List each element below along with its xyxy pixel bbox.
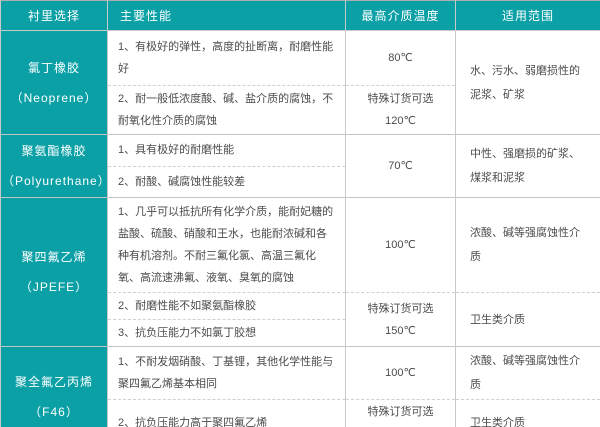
header-max-medium-temperature: 最高介质温度 [345, 0, 456, 31]
table-row: 3、抗负压能力不如氯丁胶想 [1, 319, 600, 347]
table-row: 聚四氟乙烯 （JPEFE） 1、几乎可以抵抗所有化学介质，能耐妃糖的盐酸、硫酸、… [0, 197, 600, 347]
performance-cell: 2、耐酸、碱腐蚀性能较差 [107, 165, 346, 198]
temperature-value: 80℃ [388, 52, 413, 64]
material-name-en: （JPEFE） [19, 280, 89, 294]
temperature-note: 特殊订货可选 [367, 93, 434, 105]
header-row: 衬里选择 主要性能 最高介质温度 适用范围 [0, 0, 600, 31]
table-row: 2、耐磨性能不如聚氨酯橡胶 特殊订货可选 150℃ 卫生类介质 [1, 292, 600, 347]
temperature-cell: 100℃ [345, 197, 456, 293]
material-name: 聚氨酯橡胶 [21, 144, 87, 158]
performance-cell: 2、抗负压能力高于聚四氟乙烯 [107, 399, 346, 427]
temperature-cell: 100℃ [345, 346, 456, 400]
temperature-cell: 特殊订货可选 150℃ [345, 292, 456, 347]
scope-cell: 水、污水、弱磨损性的泥浆、矿浆 [455, 30, 600, 135]
temperature-cell: 特殊订货可选 150℃ [345, 399, 456, 427]
performance-cell: 1、几乎可以抵抗所有化学介质，能耐妃糖的盐酸、硫酸、硝酸和王水，也能耐浓碱和各种… [107, 197, 346, 293]
scope-cell: 浓酸、碱等强腐蚀性介质 [455, 197, 600, 293]
temperature-cell: 特殊订货可选 120℃ [345, 85, 456, 135]
material-cell-f46: 聚全氟乙丙烯 （F46） [0, 346, 108, 427]
temperature-value: 150℃ [385, 324, 416, 337]
table-row: 聚全氟乙丙烯 （F46） 1、不耐发烟硝酸、丁基锂，其他化学性能与聚四氟乙烯基本… [0, 346, 600, 427]
temperature-value: 100℃ [385, 239, 416, 251]
table-row: 氯丁橡胶 （Neoprene） 1、有极好的弹性，高度的扯断离，耐磨性能好 80… [0, 30, 600, 135]
material-name: 氯丁橡胶 [27, 60, 80, 75]
temperature-cell: 80℃ [345, 30, 456, 86]
scope-cell: 浓酸、碱等强腐蚀性介质 [455, 346, 600, 400]
temperature-value: 70℃ [388, 160, 413, 172]
temperature-value: 150℃ [347, 423, 454, 427]
material-name: 聚四氟乙烯 [21, 250, 87, 264]
temperature-cell: 70℃ [345, 134, 456, 198]
temperature-note: 特殊订货可选 [367, 302, 434, 315]
material-cell-polyurethane: 聚氨酯橡胶 （Polyurethane） [0, 134, 111, 198]
material-name-en: （Polyurethane） [2, 174, 111, 188]
material-cell-neoprene: 氯丁橡胶 （Neoprene） [0, 30, 108, 135]
temperature-value: 120℃ [385, 115, 416, 127]
header-main-performance: 主要性能 [107, 0, 346, 31]
header-applicable-range: 适用范围 [455, 0, 600, 31]
table-row: 2、耐一般低浓度酸、碱、盐介质的腐蚀，不耐氧化性介质的腐蚀 特殊订货可选 120… [1, 85, 600, 135]
scope-cell: 卫生类介质 [455, 292, 600, 347]
material-name: 聚全氟乙丙烯 [14, 374, 93, 389]
table-row: 2、抗负压能力高于聚四氟乙烯 特殊订货可选 150℃ 卫生类介质 [1, 399, 600, 427]
material-cell-ptfe: 聚四氟乙烯 （JPEFE） [0, 197, 108, 347]
temperature-value: 100℃ [385, 367, 416, 379]
performance-cell: 2、耐一般低浓度酸、碱、盐介质的腐蚀，不耐氧化性介质的腐蚀 [107, 85, 346, 135]
performance-cell: 3、抗负压能力不如氯丁胶想 [107, 319, 346, 347]
performance-cell: 1、具有极好的耐磨性能 [107, 134, 346, 166]
performance-cell: 2、耐磨性能不如聚氨酯橡胶 [107, 292, 346, 320]
performance-cell: 1、有极好的弹性，高度的扯断离，耐磨性能好 [107, 30, 346, 86]
material-name-en: （F46） [29, 404, 79, 419]
performance-cell: 1、不耐发烟硝酸、丁基锂，其他化学性能与聚四氟乙烯基本相同 [107, 346, 346, 400]
scope-cell: 中性、强磨损的矿浆、煤浆和泥浆 [455, 134, 600, 198]
header-lining-selection: 衬里选择 [0, 0, 108, 31]
table-row: 聚氨酯橡胶 （Polyurethane） 1、具有极好的耐磨性能 70℃ 中性、… [0, 134, 600, 198]
table-row: 2、耐酸、碱腐蚀性能较差 [1, 165, 600, 198]
scope-cell: 卫生类介质 [455, 399, 600, 427]
temperature-note: 特殊订货可选 [367, 406, 434, 418]
material-name-en: （Neoprene） [10, 90, 98, 105]
